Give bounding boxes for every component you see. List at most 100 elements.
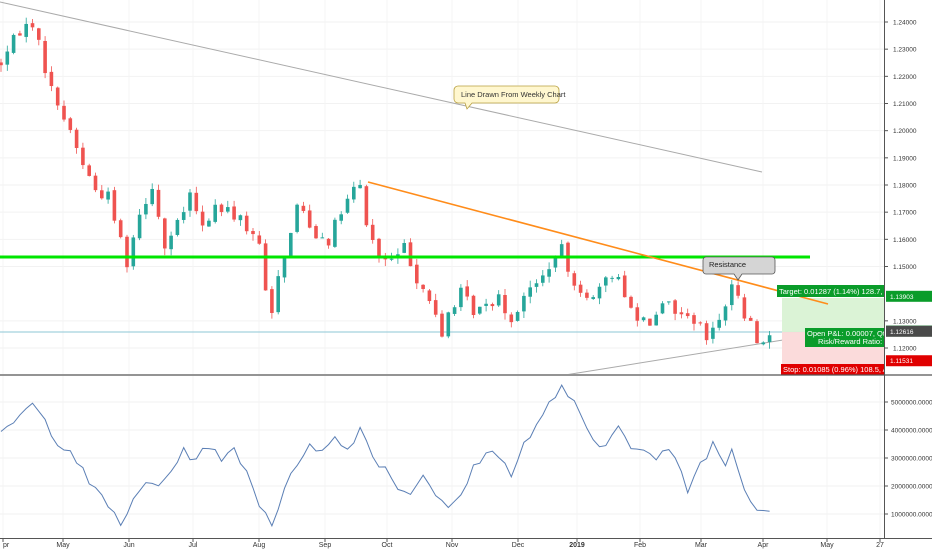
candle-body[interactable] <box>0 62 3 66</box>
candle-body[interactable] <box>282 256 287 278</box>
candle-body[interactable] <box>522 295 526 312</box>
candle-body[interactable] <box>352 186 356 200</box>
candle-body[interactable] <box>654 314 658 326</box>
candle-body[interactable] <box>685 313 690 317</box>
candle-body[interactable] <box>74 129 79 149</box>
candle-body[interactable] <box>11 34 16 53</box>
candle-body[interactable] <box>207 220 211 227</box>
candle-body[interactable] <box>181 212 186 220</box>
candle-body[interactable] <box>156 189 161 217</box>
candle-body[interactable] <box>106 191 110 200</box>
candle-body[interactable] <box>667 301 671 303</box>
candle-body[interactable] <box>37 28 41 40</box>
candle-body[interactable] <box>503 294 507 314</box>
candle-body[interactable] <box>270 289 274 313</box>
time-axis[interactable]: pr May Jun Jul Aug Sep Oct Nov Dec 2019 Feb Mar Apr M… <box>2 538 884 549</box>
candle-body[interactable] <box>30 23 35 28</box>
candle-body[interactable] <box>616 276 621 280</box>
candle-body[interactable] <box>559 244 564 258</box>
candle-body[interactable] <box>415 264 419 284</box>
candle-body[interactable] <box>238 215 243 221</box>
candle-body[interactable] <box>118 220 123 238</box>
indicator-axis[interactable]: 5000000.0000 4000000.0000 3000000.0000 2000… <box>884 400 932 519</box>
candle-body[interactable] <box>635 307 640 321</box>
candle-body[interactable] <box>484 303 488 306</box>
candle-body[interactable] <box>591 297 595 299</box>
candle-body[interactable] <box>509 314 514 323</box>
candle-body[interactable] <box>68 118 73 130</box>
candle-body[interactable] <box>5 51 10 65</box>
candle-body[interactable] <box>345 198 350 213</box>
candle-body[interactable] <box>112 190 117 221</box>
candle-body[interactable] <box>307 210 312 228</box>
candle-body[interactable] <box>389 258 394 260</box>
candle-body[interactable] <box>679 312 684 315</box>
candle-body[interactable] <box>219 204 224 213</box>
candle-body[interactable] <box>541 275 545 283</box>
candlestick-series[interactable] <box>0 17 772 349</box>
candle-body[interactable] <box>755 321 759 344</box>
candle-body[interactable] <box>748 317 753 321</box>
candle-body[interactable] <box>490 304 495 307</box>
candle-body[interactable] <box>629 296 633 308</box>
candle-body[interactable] <box>717 319 721 328</box>
candle-body[interactable] <box>377 238 381 259</box>
candle-body[interactable] <box>408 242 413 267</box>
candle-body[interactable] <box>572 273 577 286</box>
target-zone[interactable] <box>782 298 884 332</box>
candle-body[interactable] <box>622 275 627 298</box>
candle-body[interactable] <box>62 105 66 120</box>
candle-body[interactable] <box>692 315 696 324</box>
candle-body[interactable] <box>150 188 154 205</box>
candle-body[interactable] <box>471 295 476 316</box>
candle-body[interactable] <box>93 175 98 191</box>
candle-body[interactable] <box>515 311 520 321</box>
candle-body[interactable] <box>465 286 469 297</box>
candle-body[interactable] <box>326 238 331 246</box>
candle-body[interactable] <box>200 211 205 226</box>
weekly-trendline[interactable] <box>0 1 763 173</box>
candle-body[interactable] <box>163 218 167 249</box>
candle-body[interactable] <box>585 292 589 298</box>
candle-body[interactable] <box>496 294 501 306</box>
candle-body[interactable] <box>18 33 22 36</box>
position-pnl-label[interactable]: Open P&L: 0.00007, Qty: Risk/Reward Rati… <box>805 328 891 347</box>
candle-body[interactable] <box>43 40 47 74</box>
candle-body[interactable] <box>244 215 249 232</box>
candle-body[interactable] <box>459 287 463 308</box>
candle-body[interactable] <box>81 147 85 166</box>
resistance-callout[interactable]: Resistance <box>702 256 776 281</box>
candle-body[interactable] <box>49 71 54 87</box>
candle-body[interactable] <box>263 243 268 291</box>
candle-body[interactable] <box>767 335 772 343</box>
candle-body[interactable] <box>547 269 551 277</box>
candle-body[interactable] <box>188 192 192 211</box>
candle-body[interactable] <box>87 165 91 176</box>
candle-body[interactable] <box>704 323 709 341</box>
candle-body[interactable] <box>641 317 646 321</box>
candle-body[interactable] <box>320 237 325 239</box>
candle-body[interactable] <box>289 232 293 256</box>
candle-body[interactable] <box>736 285 740 296</box>
candle-body[interactable] <box>610 277 614 279</box>
candle-body[interactable] <box>534 283 539 287</box>
candle-body[interactable] <box>597 286 602 299</box>
candle-body[interactable] <box>433 300 438 315</box>
candle-body[interactable] <box>24 23 28 37</box>
candle-body[interactable] <box>383 258 388 260</box>
candle-body[interactable] <box>730 284 734 306</box>
candle-body[interactable] <box>232 206 236 220</box>
candle-body[interactable] <box>402 243 406 253</box>
candle-body[interactable] <box>358 184 362 189</box>
candle-body[interactable] <box>648 318 652 326</box>
candle-body[interactable] <box>251 231 255 235</box>
candle-body[interactable] <box>226 207 230 212</box>
candle-body[interactable] <box>446 312 451 337</box>
candle-body[interactable] <box>673 300 677 314</box>
candle-body[interactable] <box>742 297 747 319</box>
candle-body[interactable] <box>169 235 173 250</box>
weekly-line-callout[interactable]: Line Drawn From Weekly Chart <box>453 85 566 110</box>
indicator-pane[interactable] <box>0 376 884 538</box>
stop-label[interactable]: Stop: 0.01085 (0.96%) 108.5, A <box>781 364 888 375</box>
candle-body[interactable] <box>100 190 104 199</box>
